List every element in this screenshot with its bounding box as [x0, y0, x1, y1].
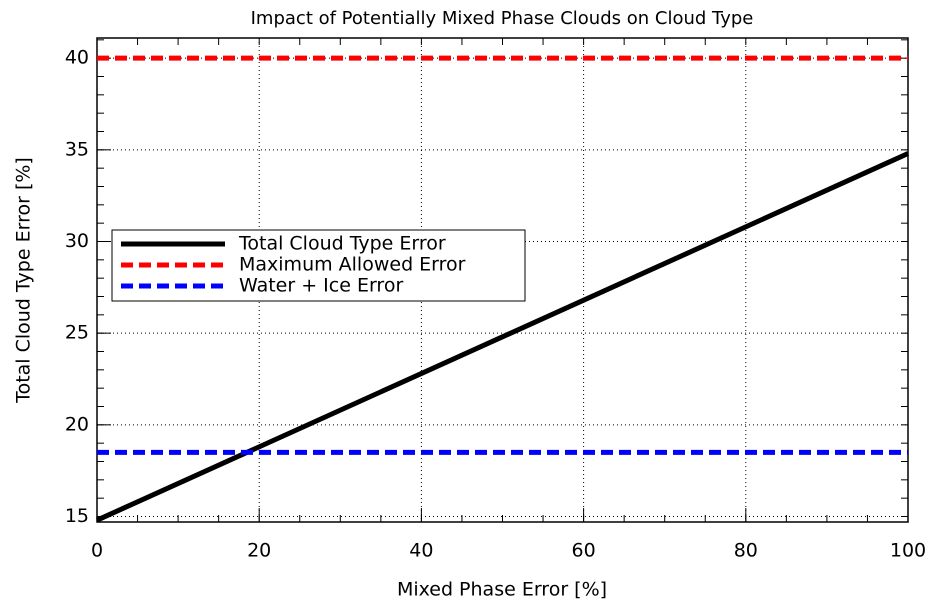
y-tick-label: 15: [65, 505, 89, 527]
legend-label: Total Cloud Type Error: [238, 233, 446, 255]
y-tick-label: 30: [65, 230, 89, 252]
y-tick-label: 25: [65, 322, 89, 344]
plot-frame: [96, 37, 909, 523]
y-tick-label: 40: [65, 47, 89, 69]
legend-label: Water + Ice Error: [239, 275, 403, 297]
legend-label: Maximum Allowed Error: [239, 254, 466, 276]
x-tick-label: 0: [91, 540, 103, 562]
x-tick-label: 20: [247, 540, 271, 562]
x-tick-label: 60: [572, 540, 596, 562]
y-axis-label: Total Cloud Type Error [%]: [13, 157, 35, 404]
chart-title: Impact of Potentially Mixed Phase Clouds…: [251, 8, 754, 29]
x-tick-label: 80: [734, 540, 758, 562]
x-axis-label: Mixed Phase Error [%]: [397, 579, 607, 601]
y-tick-label: 20: [65, 413, 89, 435]
x-tick-label: 40: [409, 540, 433, 562]
y-tick-label: 35: [65, 138, 89, 160]
series-line: [95, 151, 910, 523]
x-tick-label: 100: [890, 540, 926, 562]
